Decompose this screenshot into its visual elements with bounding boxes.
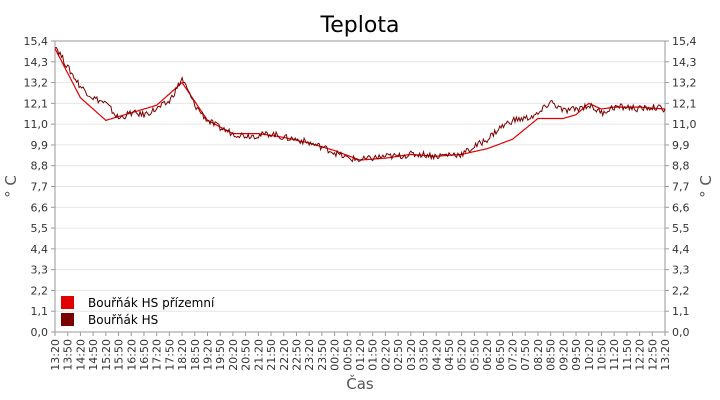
x-tick-label: 23:20: [303, 339, 316, 371]
x-tick-label: 01:50: [367, 339, 380, 371]
y-tick-label-right: 13,2: [672, 77, 697, 90]
y-tick-label-right: 5,5: [672, 222, 690, 235]
x-tick-label: 16:20: [125, 339, 138, 371]
x-tick-label: 19:50: [214, 339, 227, 371]
x-tick-label: 15:50: [113, 339, 126, 371]
chart-title: Teplota: [320, 13, 400, 38]
x-tick-label: 12:50: [646, 339, 659, 371]
y-tick-label-right: 9,9: [672, 139, 690, 152]
x-tick-label: 21:20: [252, 339, 265, 371]
x-tick-label: 07:20: [507, 339, 520, 371]
x-tick-label: 13:20: [49, 339, 62, 371]
x-tick-label: 01:20: [354, 339, 367, 371]
x-tick-label: 10:50: [595, 339, 608, 371]
series-line-1: [54, 48, 666, 161]
x-tick-label: 08:50: [545, 339, 558, 371]
x-tick-label: 15:20: [100, 339, 113, 371]
y-tick-label-left: 9,9: [31, 139, 49, 152]
y-tick-label-left: 8,8: [31, 160, 49, 173]
y-tick-label-left: 13,2: [24, 77, 49, 90]
series-lines: [54, 46, 666, 163]
y-tick-label-right: 7,7: [672, 181, 690, 194]
y-tick-label-right: 11,0: [672, 118, 697, 131]
x-tick-label: 06:50: [494, 339, 507, 371]
x-tick-label: 20:50: [240, 339, 253, 371]
x-tick-label: 06:20: [481, 339, 494, 371]
x-tick-label: 09:50: [570, 339, 583, 371]
x-tick-label: 02:20: [379, 339, 392, 371]
x-tick-label: 05:50: [468, 339, 481, 371]
y-tick-label-left: 12,1: [24, 97, 49, 110]
y-tick-label-right: 8,8: [672, 160, 690, 173]
x-tick-label: 20:20: [227, 339, 240, 371]
y-tick-label-left: 6,6: [31, 201, 49, 214]
x-tick-label: 16:50: [138, 339, 151, 371]
x-tick-label: 02:50: [392, 339, 405, 371]
x-tick-label: 14:20: [74, 339, 87, 371]
x-tick-label: 11:50: [621, 339, 634, 371]
x-tick-label: 05:20: [456, 339, 469, 371]
y-tick-label-left: 15,4: [24, 35, 49, 48]
x-tick-label: 17:20: [151, 339, 164, 371]
x-tick-label: 11:20: [608, 339, 621, 371]
y-tick-label-left: 5,5: [31, 222, 49, 235]
y-tick-label-left: 2,2: [31, 284, 49, 297]
y-tick-label-right: 14,3: [672, 56, 697, 69]
x-tick-label: 04:50: [443, 339, 456, 371]
x-tick-label: 23:50: [316, 339, 329, 371]
x-tick-label: 18:20: [176, 339, 189, 371]
x-tick-label: 03:20: [405, 339, 418, 371]
x-tick-label: 13:50: [62, 339, 75, 371]
y-tick-label-right: 6,6: [672, 201, 690, 214]
y-tick-label-left: 7,7: [31, 181, 49, 194]
legend-label: Bouřňák HS přízemní: [88, 296, 215, 310]
y-tick-label-right: 4,4: [672, 243, 690, 256]
x-tick-label: 03:50: [418, 339, 431, 371]
x-tick-label: 09:20: [557, 339, 570, 371]
x-tick-label: 22:20: [278, 339, 291, 371]
legend: Bouřňák HS přízemní Bouřňák HS: [61, 296, 215, 327]
y-tick-label-left: 4,4: [31, 243, 49, 256]
y-tick-label-right: 3,3: [672, 264, 690, 277]
series-line-2: [54, 46, 666, 163]
gridlines: [55, 40, 665, 333]
legend-swatch: [61, 296, 74, 309]
y-axis-ticks: 0,0 0,0 1,1 1,1 2,2 2,2 3,3 3,3 4,4 4,4 5,5 5,5 6,6 6…: [24, 35, 697, 339]
x-tick-label: 22:50: [290, 339, 303, 371]
x-tick-label: 17:50: [163, 339, 176, 371]
y-axis-label-right: ° C: [697, 175, 715, 198]
y-tick-label-left: 1,1: [31, 305, 49, 318]
x-tick-label: 08:20: [532, 339, 545, 371]
x-tick-label: 18:50: [189, 339, 202, 371]
x-tick-label: 19:20: [202, 339, 215, 371]
legend-label: Bouřňák HS: [88, 313, 158, 327]
y-tick-label-right: 12,1: [672, 97, 697, 110]
x-tick-label: 10:20: [583, 339, 596, 371]
y-axis-label-left: ° C: [2, 175, 20, 198]
y-tick-label-left: 14,3: [24, 56, 49, 69]
x-tick-label: 00:20: [329, 339, 342, 371]
x-axis-label: Čas: [346, 374, 374, 393]
x-tick-label: 04:20: [430, 339, 443, 371]
x-axis-ticks: 13:20 13:50 14:20 14:50 15:20 15:50 16:20 16:50…: [49, 332, 672, 371]
legend-swatch: [61, 313, 74, 326]
x-tick-label: 07:50: [519, 339, 532, 371]
x-tick-label: 14:50: [87, 339, 100, 371]
y-tick-label-right: 2,2: [672, 284, 690, 297]
y-tick-label-right: 1,1: [672, 305, 690, 318]
y-tick-label-left: 0,0: [31, 326, 49, 339]
x-tick-label: 21:50: [265, 339, 278, 371]
y-tick-label-left: 11,0: [24, 118, 49, 131]
y-tick-label-right: 15,4: [672, 35, 697, 48]
x-tick-label: 13:20: [659, 339, 672, 371]
y-tick-label-right: 0,0: [672, 326, 690, 339]
x-tick-label: 12:20: [634, 339, 647, 371]
y-tick-label-left: 3,3: [31, 264, 49, 277]
x-tick-label: 00:50: [341, 339, 354, 371]
